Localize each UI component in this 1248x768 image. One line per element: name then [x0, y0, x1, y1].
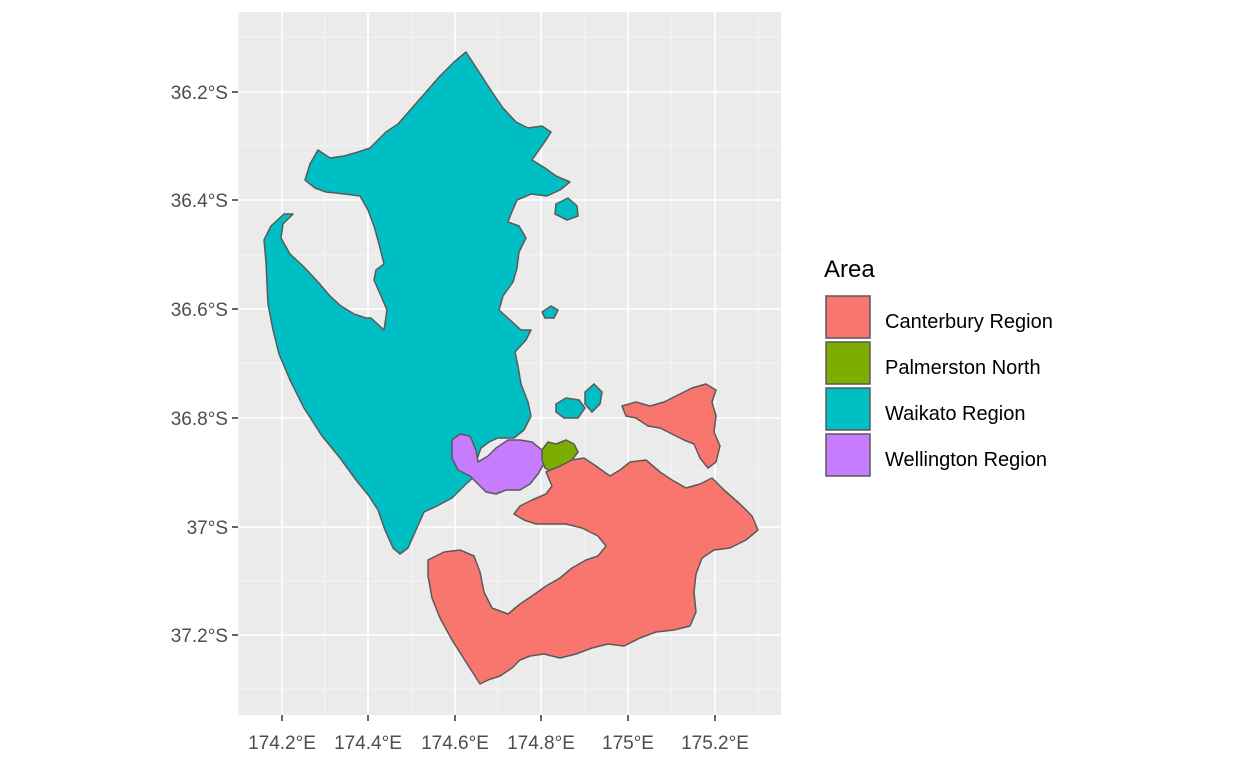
axis-ticks	[232, 91, 716, 721]
region-waikato[interactable]	[263, 51, 571, 555]
y-tick-label: 36.8°S	[171, 409, 228, 430]
region-canterbury-peninsula	[621, 383, 721, 469]
y-tick-label: 37.2°S	[171, 626, 228, 647]
legend: Area Canterbury Region Palmerston North …	[824, 256, 1053, 477]
y-tick-label: 36.2°S	[171, 83, 228, 104]
x-tick-label: 175°E	[602, 733, 654, 754]
region-waikato-island-1	[554, 197, 579, 221]
legend-key-palmerston-north	[825, 341, 871, 385]
legend-label: Waikato Region	[885, 403, 1025, 425]
legend-item-canterbury[interactable]: Canterbury Region	[825, 295, 1053, 339]
region-canterbury[interactable]	[427, 457, 759, 685]
x-tick-label: 175.2°E	[681, 733, 749, 754]
x-tick-label: 174.2°E	[248, 733, 316, 754]
y-tick-label: 36.4°S	[171, 191, 228, 212]
legend-key-canterbury	[825, 295, 871, 339]
legend-key-waikato	[825, 387, 871, 431]
y-tick-label: 36.6°S	[171, 300, 228, 321]
legend-label: Palmerston North	[885, 357, 1041, 379]
x-tick-label: 174.6°E	[421, 733, 489, 754]
region-palmerston-north[interactable]	[541, 439, 579, 473]
legend-label: Canterbury Region	[885, 311, 1053, 333]
x-tick-label: 174.4°E	[334, 733, 402, 754]
legend-key-wellington	[825, 433, 871, 477]
y-tick-label: 37°S	[187, 518, 228, 539]
region-waikato-island-3	[584, 382, 603, 414]
region-waikato-island-4	[541, 305, 559, 319]
y-axis-labels: 36.2°S 36.4°S 36.6°S 36.8°S 37°S 37.2°S	[171, 83, 228, 647]
legend-item-wellington[interactable]: Wellington Region	[825, 433, 1047, 477]
region-waikato-island-2	[555, 397, 586, 419]
legend-item-palmerston-north[interactable]: Palmerston North	[825, 341, 1041, 385]
x-axis-labels: 174.2°E 174.4°E 174.6°E 174.8°E 175°E 17…	[248, 733, 749, 754]
legend-label: Wellington Region	[885, 449, 1047, 471]
x-tick-label: 174.8°E	[507, 733, 575, 754]
legend-item-waikato[interactable]: Waikato Region	[825, 387, 1025, 431]
legend-title: Area	[824, 256, 875, 283]
